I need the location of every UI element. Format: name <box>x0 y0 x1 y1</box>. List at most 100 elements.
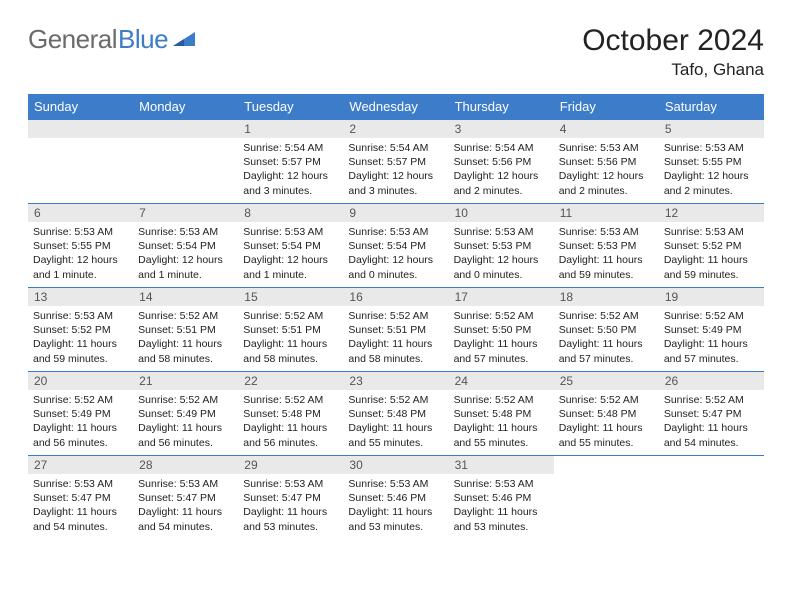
day-cell: 23Sunrise: 5:52 AMSunset: 5:48 PMDayligh… <box>343 372 448 456</box>
day-cell: 5Sunrise: 5:53 AMSunset: 5:55 PMDaylight… <box>659 120 764 204</box>
day-number: 25 <box>554 372 659 390</box>
day-details: Sunrise: 5:52 AMSunset: 5:49 PMDaylight:… <box>133 390 238 453</box>
day-number: 28 <box>133 456 238 474</box>
day-cell: 26Sunrise: 5:52 AMSunset: 5:47 PMDayligh… <box>659 372 764 456</box>
day-cell: 10Sunrise: 5:53 AMSunset: 5:53 PMDayligh… <box>449 204 554 288</box>
day-number: 6 <box>28 204 133 222</box>
day-cell: 7Sunrise: 5:53 AMSunset: 5:54 PMDaylight… <box>133 204 238 288</box>
day-number: 8 <box>238 204 343 222</box>
day-number: 18 <box>554 288 659 306</box>
day-cell: 13Sunrise: 5:53 AMSunset: 5:52 PMDayligh… <box>28 288 133 372</box>
day-details: Sunrise: 5:53 AMSunset: 5:54 PMDaylight:… <box>133 222 238 285</box>
day-number: 12 <box>659 204 764 222</box>
brand-blue-text: Blue <box>118 24 168 55</box>
day-number: 31 <box>449 456 554 474</box>
day-number: 30 <box>343 456 448 474</box>
day-cell: 16Sunrise: 5:52 AMSunset: 5:51 PMDayligh… <box>343 288 448 372</box>
day-number: 11 <box>554 204 659 222</box>
day-cell: 17Sunrise: 5:52 AMSunset: 5:50 PMDayligh… <box>449 288 554 372</box>
day-details: Sunrise: 5:53 AMSunset: 5:55 PMDaylight:… <box>28 222 133 285</box>
day-cell: 3Sunrise: 5:54 AMSunset: 5:56 PMDaylight… <box>449 120 554 204</box>
day-details: Sunrise: 5:52 AMSunset: 5:51 PMDaylight:… <box>238 306 343 369</box>
calendar-head: SundayMondayTuesdayWednesdayThursdayFrid… <box>28 94 764 120</box>
empty-cell <box>659 456 764 540</box>
day-details: Sunrise: 5:52 AMSunset: 5:49 PMDaylight:… <box>659 306 764 369</box>
empty-cell <box>28 120 133 204</box>
day-details: Sunrise: 5:53 AMSunset: 5:56 PMDaylight:… <box>554 138 659 201</box>
day-number: 3 <box>449 120 554 138</box>
week-row: 13Sunrise: 5:53 AMSunset: 5:52 PMDayligh… <box>28 288 764 372</box>
dayname-wednesday: Wednesday <box>343 94 448 120</box>
day-details: Sunrise: 5:53 AMSunset: 5:46 PMDaylight:… <box>449 474 554 537</box>
week-row: 6Sunrise: 5:53 AMSunset: 5:55 PMDaylight… <box>28 204 764 288</box>
week-row: 1Sunrise: 5:54 AMSunset: 5:57 PMDaylight… <box>28 120 764 204</box>
week-row: 27Sunrise: 5:53 AMSunset: 5:47 PMDayligh… <box>28 456 764 540</box>
day-details: Sunrise: 5:53 AMSunset: 5:47 PMDaylight:… <box>133 474 238 537</box>
location-text: Tafo, Ghana <box>582 60 764 80</box>
day-number: 7 <box>133 204 238 222</box>
day-number: 19 <box>659 288 764 306</box>
day-details: Sunrise: 5:52 AMSunset: 5:48 PMDaylight:… <box>343 390 448 453</box>
day-number: 23 <box>343 372 448 390</box>
day-details: Sunrise: 5:53 AMSunset: 5:46 PMDaylight:… <box>343 474 448 537</box>
day-number: 1 <box>238 120 343 138</box>
dayname-row: SundayMondayTuesdayWednesdayThursdayFrid… <box>28 94 764 120</box>
day-number <box>133 120 238 138</box>
calendar-body: 1Sunrise: 5:54 AMSunset: 5:57 PMDaylight… <box>28 120 764 540</box>
day-cell: 19Sunrise: 5:52 AMSunset: 5:49 PMDayligh… <box>659 288 764 372</box>
page: GeneralBlue October 2024 Tafo, Ghana Sun… <box>0 0 792 560</box>
week-row: 20Sunrise: 5:52 AMSunset: 5:49 PMDayligh… <box>28 372 764 456</box>
dayname-tuesday: Tuesday <box>238 94 343 120</box>
day-details: Sunrise: 5:52 AMSunset: 5:50 PMDaylight:… <box>554 306 659 369</box>
dayname-monday: Monday <box>133 94 238 120</box>
day-details: Sunrise: 5:53 AMSunset: 5:53 PMDaylight:… <box>554 222 659 285</box>
day-number: 21 <box>133 372 238 390</box>
title-block: October 2024 Tafo, Ghana <box>582 24 764 80</box>
day-details: Sunrise: 5:52 AMSunset: 5:48 PMDaylight:… <box>238 390 343 453</box>
day-number: 4 <box>554 120 659 138</box>
day-details: Sunrise: 5:53 AMSunset: 5:54 PMDaylight:… <box>238 222 343 285</box>
day-details: Sunrise: 5:53 AMSunset: 5:54 PMDaylight:… <box>343 222 448 285</box>
day-number: 24 <box>449 372 554 390</box>
empty-cell <box>133 120 238 204</box>
dayname-sunday: Sunday <box>28 94 133 120</box>
day-cell: 24Sunrise: 5:52 AMSunset: 5:48 PMDayligh… <box>449 372 554 456</box>
brand-triangle-icon <box>173 32 195 53</box>
dayname-friday: Friday <box>554 94 659 120</box>
day-number: 17 <box>449 288 554 306</box>
day-details: Sunrise: 5:53 AMSunset: 5:47 PMDaylight:… <box>238 474 343 537</box>
day-cell: 28Sunrise: 5:53 AMSunset: 5:47 PMDayligh… <box>133 456 238 540</box>
day-number: 5 <box>659 120 764 138</box>
day-details: Sunrise: 5:52 AMSunset: 5:49 PMDaylight:… <box>28 390 133 453</box>
day-cell: 15Sunrise: 5:52 AMSunset: 5:51 PMDayligh… <box>238 288 343 372</box>
empty-cell <box>554 456 659 540</box>
day-cell: 12Sunrise: 5:53 AMSunset: 5:52 PMDayligh… <box>659 204 764 288</box>
day-number: 26 <box>659 372 764 390</box>
day-details: Sunrise: 5:52 AMSunset: 5:50 PMDaylight:… <box>449 306 554 369</box>
day-cell: 30Sunrise: 5:53 AMSunset: 5:46 PMDayligh… <box>343 456 448 540</box>
day-cell: 20Sunrise: 5:52 AMSunset: 5:49 PMDayligh… <box>28 372 133 456</box>
day-cell: 6Sunrise: 5:53 AMSunset: 5:55 PMDaylight… <box>28 204 133 288</box>
day-details: Sunrise: 5:53 AMSunset: 5:52 PMDaylight:… <box>28 306 133 369</box>
day-details: Sunrise: 5:52 AMSunset: 5:48 PMDaylight:… <box>554 390 659 453</box>
day-details: Sunrise: 5:54 AMSunset: 5:56 PMDaylight:… <box>449 138 554 201</box>
day-details: Sunrise: 5:52 AMSunset: 5:51 PMDaylight:… <box>133 306 238 369</box>
month-title: October 2024 <box>582 24 764 58</box>
day-number: 20 <box>28 372 133 390</box>
day-cell: 1Sunrise: 5:54 AMSunset: 5:57 PMDaylight… <box>238 120 343 204</box>
day-number: 10 <box>449 204 554 222</box>
day-number: 15 <box>238 288 343 306</box>
day-cell: 27Sunrise: 5:53 AMSunset: 5:47 PMDayligh… <box>28 456 133 540</box>
day-number: 14 <box>133 288 238 306</box>
day-number: 9 <box>343 204 448 222</box>
day-details: Sunrise: 5:54 AMSunset: 5:57 PMDaylight:… <box>238 138 343 201</box>
day-number: 13 <box>28 288 133 306</box>
day-cell: 9Sunrise: 5:53 AMSunset: 5:54 PMDaylight… <box>343 204 448 288</box>
day-number: 2 <box>343 120 448 138</box>
day-details: Sunrise: 5:53 AMSunset: 5:53 PMDaylight:… <box>449 222 554 285</box>
day-cell: 18Sunrise: 5:52 AMSunset: 5:50 PMDayligh… <box>554 288 659 372</box>
day-details: Sunrise: 5:54 AMSunset: 5:57 PMDaylight:… <box>343 138 448 201</box>
day-details: Sunrise: 5:53 AMSunset: 5:55 PMDaylight:… <box>659 138 764 201</box>
day-number <box>28 120 133 138</box>
brand-logo: GeneralBlue <box>28 24 195 55</box>
